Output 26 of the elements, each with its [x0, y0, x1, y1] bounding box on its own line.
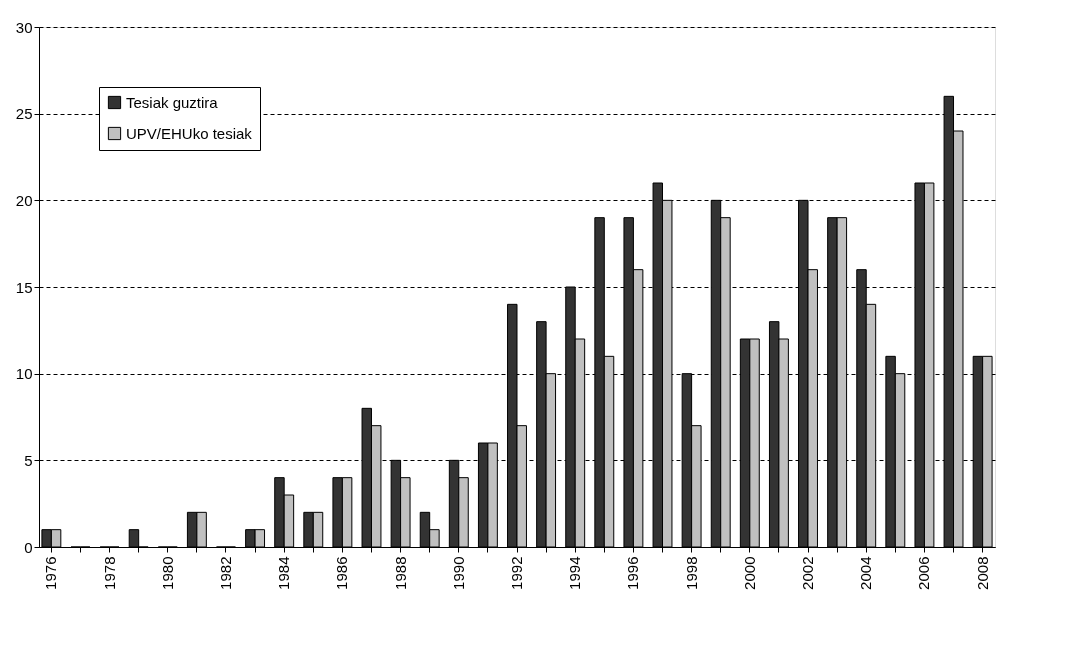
x-tick-label: 1988 — [391, 556, 409, 590]
x-tick-label: 1980 — [158, 556, 176, 590]
legend-label: UPV/EHUko tesiak — [126, 124, 253, 142]
x-tick-label: 1984 — [275, 556, 293, 590]
x-tick-label: 2000 — [740, 556, 758, 590]
y-tick-label: 20 — [15, 191, 33, 209]
x-tick-label: 1978 — [100, 556, 118, 590]
y-tick-label: 5 — [24, 451, 33, 469]
legend-label: Tesiak guztira — [126, 93, 219, 111]
x-tick-label: 2004 — [857, 556, 875, 590]
x-tick-label: 2008 — [973, 556, 991, 590]
x-tick-label: 1982 — [216, 556, 234, 590]
x-tick-label: 1994 — [566, 556, 584, 590]
x-tick-label: 1996 — [624, 556, 642, 590]
y-tick-label: 15 — [15, 278, 33, 296]
x-tick-label: 1976 — [42, 556, 60, 590]
x-tick-label: 1992 — [508, 556, 525, 590]
x-tick-label: 2006 — [915, 556, 933, 590]
x-tick-label: 1998 — [682, 556, 700, 590]
y-tick-label: 25 — [15, 105, 33, 123]
x-tick-label: 2002 — [799, 556, 817, 590]
y-tick-label: 30 — [15, 18, 33, 36]
x-tick-label: 1990 — [449, 556, 467, 590]
y-tick-label: 10 — [15, 365, 33, 383]
x-tick-label: 1986 — [333, 556, 351, 590]
y-tick-label: 0 — [24, 538, 33, 556]
